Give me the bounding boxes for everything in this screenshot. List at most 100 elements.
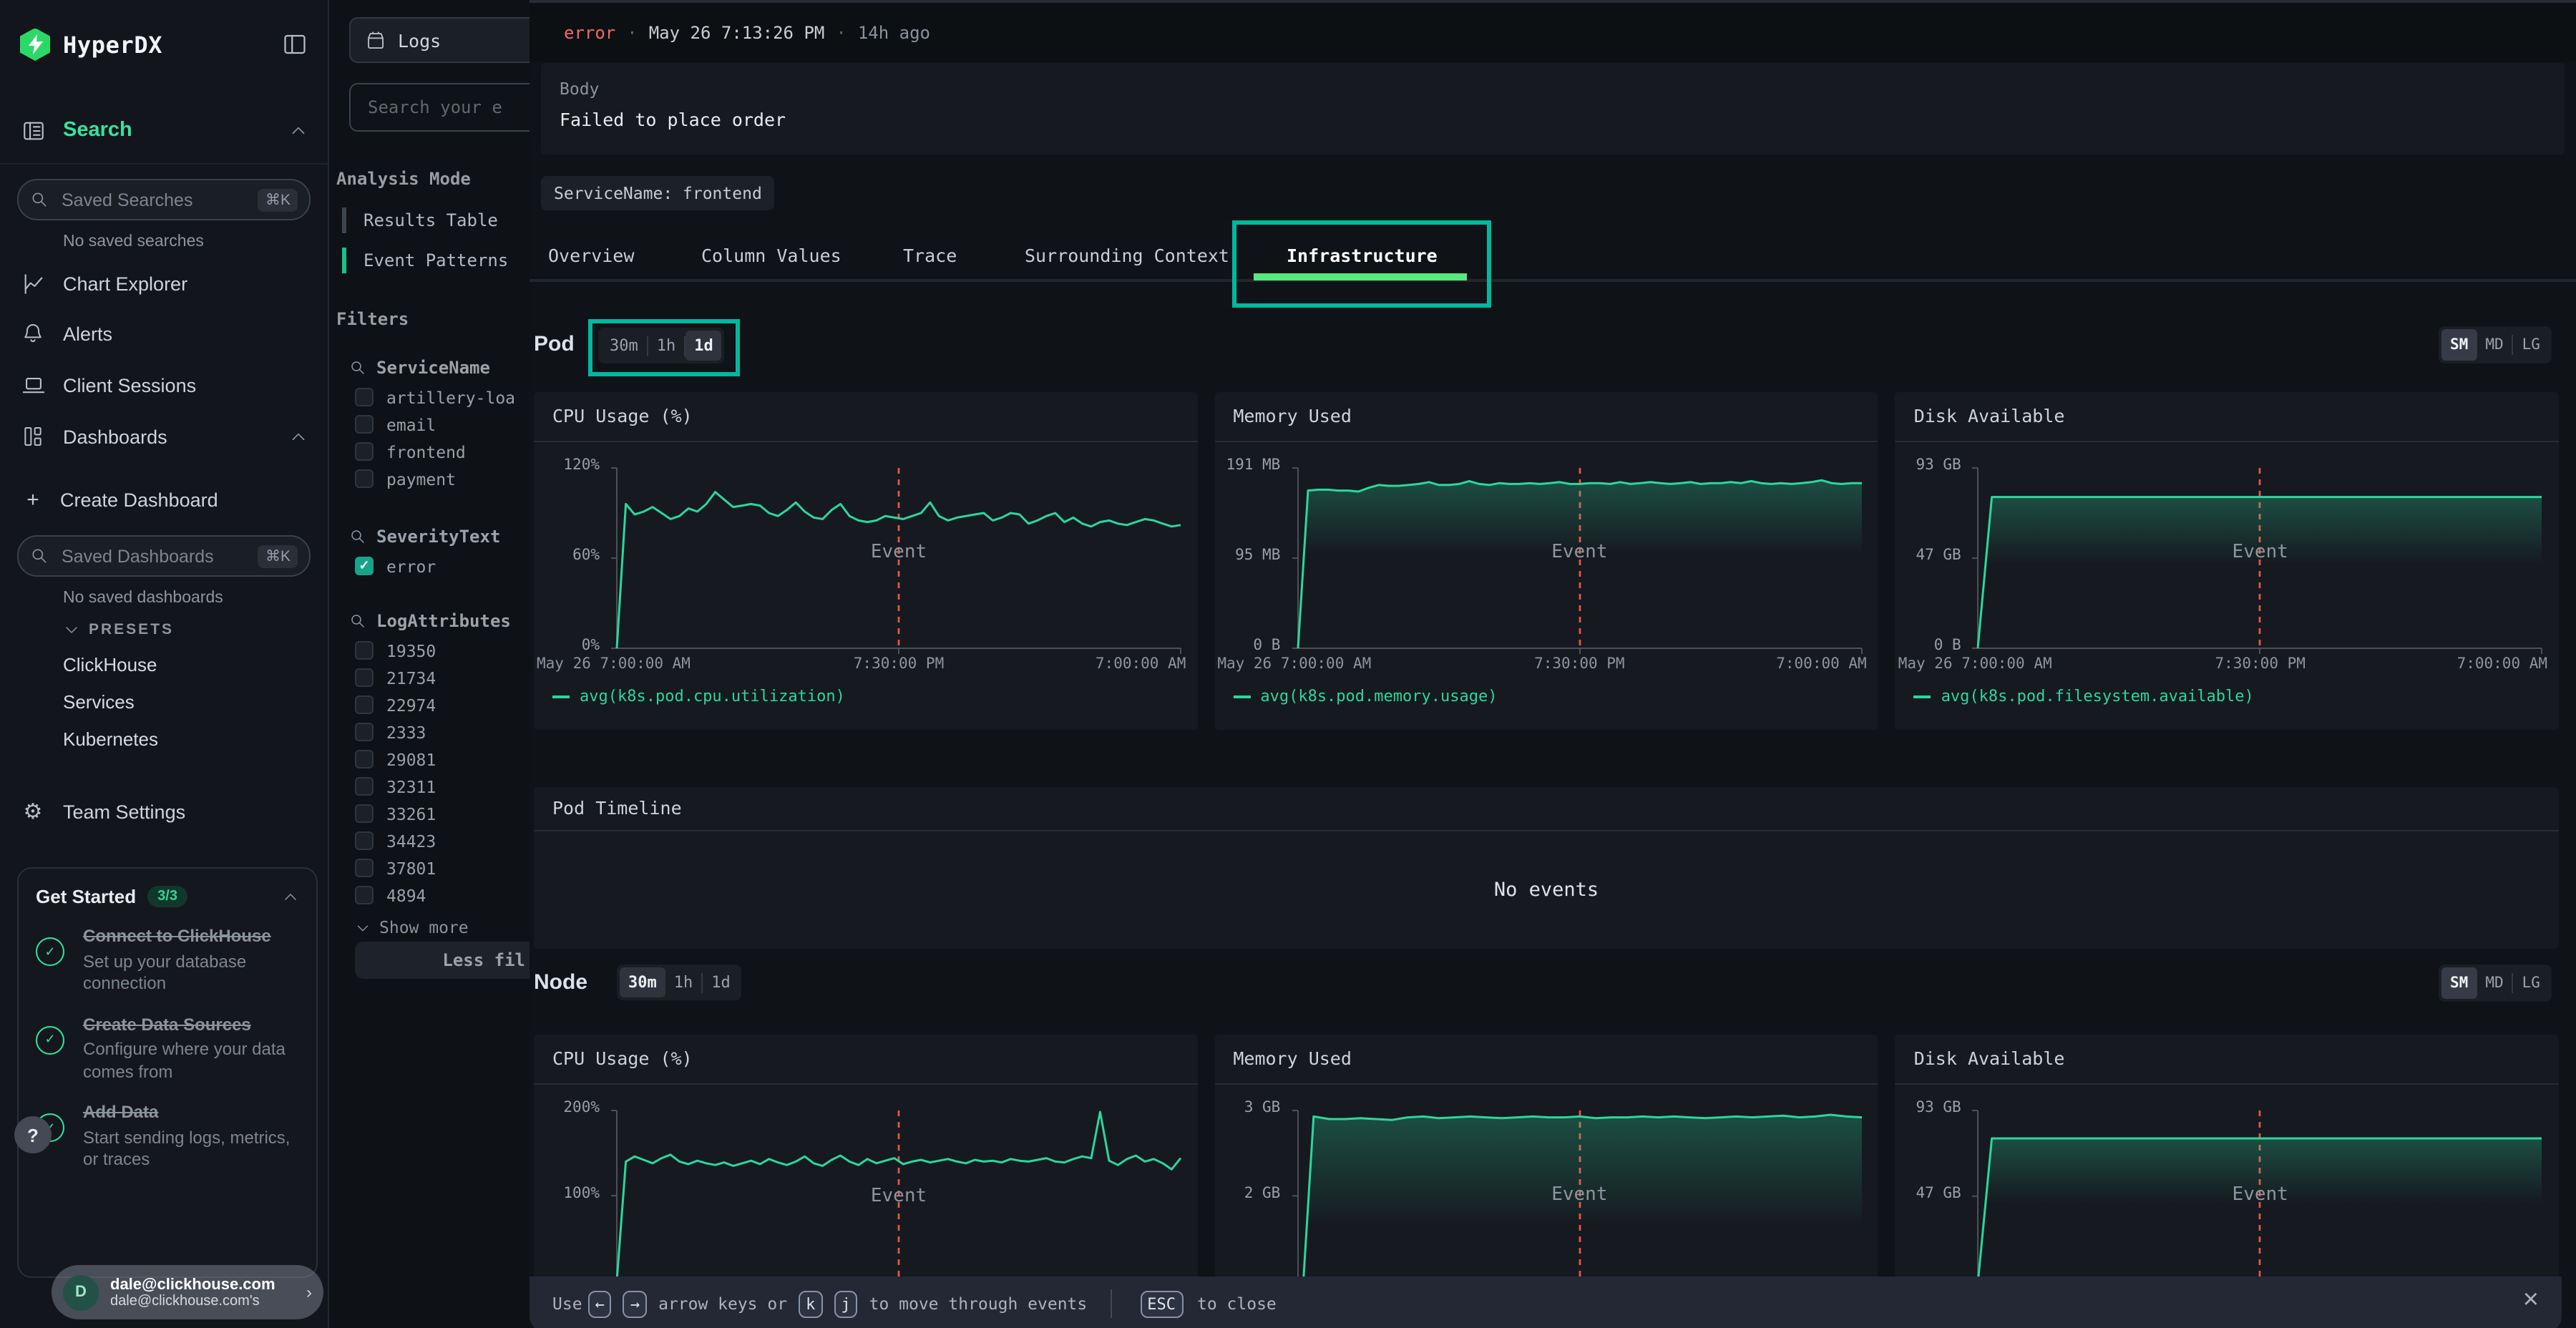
saved-dashboards-input[interactable]: ⌘K <box>17 535 311 577</box>
dashboards-grid-icon <box>20 424 46 449</box>
get-started-card: Get Started 3/3 ✓ Connect to ClickHouse … <box>17 867 318 1278</box>
node-size-sm[interactable]: SM <box>2441 967 2477 999</box>
mode-results-table[interactable]: Results Table <box>342 203 530 238</box>
no-saved-searches-text: No saved searches <box>63 233 308 250</box>
help-button[interactable]: ? <box>14 1116 52 1153</box>
tab-trace[interactable]: Trace <box>903 245 957 266</box>
saved-searches-field[interactable] <box>59 188 258 211</box>
checkbox[interactable] <box>355 695 374 714</box>
sidebar-item-alerts[interactable]: Alerts <box>0 312 328 355</box>
pod-size-md[interactable]: MD <box>2477 329 2512 361</box>
checkbox[interactable] <box>355 388 374 406</box>
checkbox[interactable] <box>355 442 374 461</box>
show-more-button[interactable]: Show more <box>355 917 530 937</box>
filters-label: Filters <box>336 309 530 329</box>
facet-logattributes: LogAttributes <box>349 611 530 631</box>
y-axis-tick-label: 0% <box>537 638 600 654</box>
checkbox[interactable] <box>355 469 374 488</box>
presets-toggle[interactable]: PRESETS <box>63 621 308 638</box>
filter-option[interactable]: 21734 <box>355 664 530 691</box>
saved-searches-input[interactable]: ⌘K <box>17 179 311 220</box>
checkbox[interactable] <box>355 804 374 823</box>
sidebar-item-label: Client Sessions <box>63 374 308 396</box>
get-started-step[interactable]: ✓ Add Data Start sending logs, metrics, … <box>36 1102 299 1171</box>
pod-size-lg[interactable]: LG <box>2514 329 2549 361</box>
preset-services[interactable]: Services <box>63 691 308 713</box>
filter-option[interactable]: 4894 <box>355 882 530 909</box>
filter-option[interactable]: 32311 <box>355 773 530 800</box>
tab-surrounding-context[interactable]: Surrounding Context <box>1025 245 1229 266</box>
service-name-chip[interactable]: ServiceName: frontend <box>541 176 775 210</box>
chevron-up-icon[interactable] <box>282 888 299 905</box>
checkbox[interactable] <box>355 641 374 660</box>
sidebar-item-chart-explorer[interactable]: Chart Explorer <box>0 262 328 305</box>
saved-dashboards-field[interactable] <box>59 545 258 567</box>
tab-overview[interactable]: Overview <box>548 245 634 266</box>
user-menu[interactable]: D dale@clickhouse.com dale@clickhouse.co… <box>52 1265 323 1319</box>
node-range-1d[interactable]: 1d <box>703 967 739 997</box>
filter-option-error[interactable]: ✓error <box>355 552 530 580</box>
filter-option[interactable]: 33261 <box>355 800 530 827</box>
tab-column-values[interactable]: Column Values <box>701 245 841 266</box>
filter-option-label: 34423 <box>386 831 436 851</box>
checkbox[interactable] <box>355 750 374 768</box>
mode-event-patterns[interactable]: Event Patterns <box>342 243 530 278</box>
gear-icon: ⚙ <box>20 799 46 824</box>
close-icon[interactable]: × <box>2523 1285 2539 1317</box>
filter-option[interactable]: artillery-loa <box>355 384 530 411</box>
get-started-step[interactable]: ✓ Connect to ClickHouse Set up your data… <box>36 926 299 995</box>
filter-option[interactable]: 2333 <box>355 718 530 746</box>
sidebar-item-dashboards[interactable]: Dashboards <box>0 415 328 458</box>
preset-clickhouse[interactable]: ClickHouse <box>63 654 308 675</box>
pod-size-sm[interactable]: SM <box>2441 329 2477 361</box>
filter-option[interactable]: email <box>355 411 530 438</box>
node-range-30m[interactable]: 30m <box>620 967 665 997</box>
chart-legend: avg(k8s.pod.filesystem.available) <box>1914 687 2559 706</box>
sidebar-item-team-settings[interactable]: ⚙ Team Settings <box>0 790 328 833</box>
node-range-1h[interactable]: 1h <box>665 967 702 997</box>
checkbox[interactable] <box>355 723 374 741</box>
checkbox[interactable] <box>355 831 374 850</box>
filter-option[interactable]: 29081 <box>355 746 530 773</box>
divider <box>0 163 328 165</box>
checkbox-checked[interactable]: ✓ <box>355 557 374 575</box>
arrow-right-key: → <box>623 1290 647 1317</box>
checkbox[interactable] <box>355 859 374 877</box>
filter-option[interactable]: 19350 <box>355 637 530 664</box>
pod-disk-chart-card: Disk Available93 GB47 GB0 BEventMay 26 7… <box>1896 392 2559 730</box>
body-value: Failed to place order <box>560 109 2565 130</box>
get-started-step[interactable]: ✓ Create Data Sources Configure where yo… <box>36 1014 299 1083</box>
source-selector-button[interactable]: Logs <box>349 17 550 63</box>
filter-option[interactable]: 22974 <box>355 691 530 718</box>
pod-timeline-card: Pod Timeline No events <box>534 787 2559 949</box>
preset-kubernetes[interactable]: Kubernetes <box>63 728 308 750</box>
checkbox[interactable] <box>355 415 374 434</box>
sidebar-item-search[interactable]: Search <box>0 109 328 152</box>
create-dashboard-button[interactable]: + Create Dashboard <box>0 478 328 521</box>
no-saved-dashboards-text: No saved dashboards <box>63 590 308 607</box>
filter-option-label: 22974 <box>386 695 436 715</box>
legend-line-icon <box>1233 695 1250 698</box>
sidebar-collapse-icon[interactable] <box>282 31 308 57</box>
filter-option[interactable]: frontend <box>355 438 530 465</box>
plus-icon: + <box>20 487 46 512</box>
sidebar-item-client-sessions[interactable]: Client Sessions <box>0 363 328 406</box>
checkbox[interactable] <box>355 668 374 687</box>
less-filters-button[interactable]: Less fil <box>355 942 530 979</box>
node-size-toggle: SM MD LG <box>2439 965 2552 1002</box>
filter-option[interactable]: payment <box>355 465 530 492</box>
avatar: D <box>63 1274 99 1310</box>
filter-option[interactable]: 37801 <box>355 854 530 882</box>
user-email: dale@clickhouse.com <box>110 1276 303 1293</box>
event-search-input[interactable] <box>365 96 548 119</box>
filter-option[interactable]: 34423 <box>355 827 530 854</box>
checkbox[interactable] <box>355 777 374 796</box>
event-header: error · May 26 7:13:26 PM · 14h ago <box>530 3 2576 62</box>
pod-charts-row: CPU Usage (%)120%60%0%EventMay 26 7:00:0… <box>534 392 2559 730</box>
show-more-label: Show more <box>379 917 469 937</box>
chevron-up-icon[interactable] <box>289 121 308 140</box>
chevron-up-icon[interactable] <box>289 427 308 446</box>
checkbox[interactable] <box>355 886 374 904</box>
node-size-lg[interactable]: LG <box>2514 967 2549 999</box>
node-size-md[interactable]: MD <box>2477 967 2512 999</box>
